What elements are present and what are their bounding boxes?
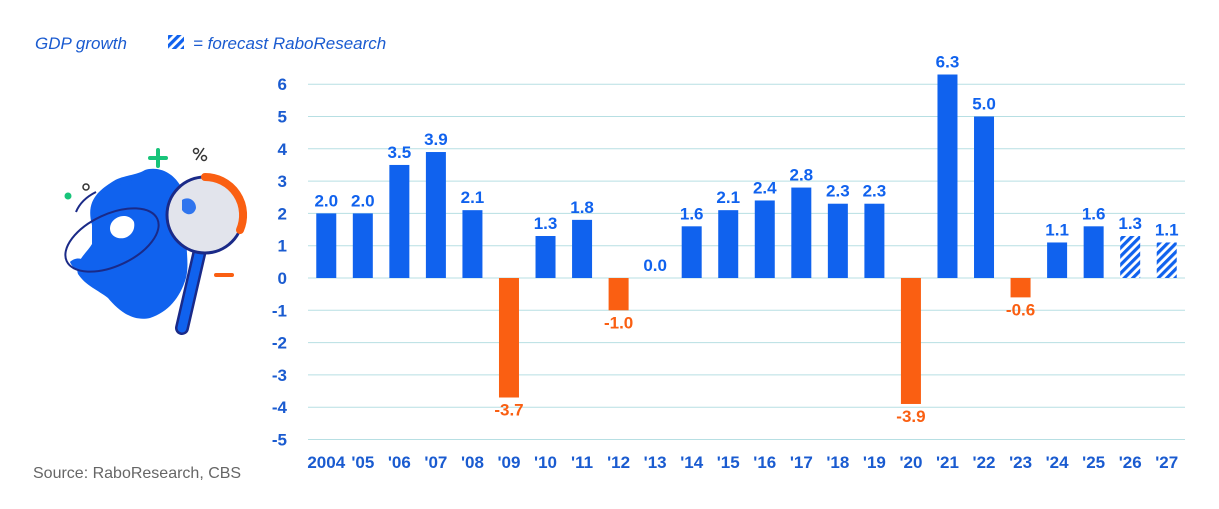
data-label: 2.1: [716, 188, 740, 207]
x-tick-label: '16: [753, 453, 776, 472]
data-label: 1.6: [680, 204, 704, 223]
bars: [316, 74, 1177, 404]
bar: [608, 278, 629, 311]
x-tick-label: '07: [424, 453, 447, 472]
bar: [827, 203, 848, 278]
legend-forecast-text: = forecast RaboResearch: [193, 34, 386, 53]
y-axis: 6 5 4 3 2 1 0 -1 -2 -3 -4 -5: [272, 75, 288, 449]
bar: [425, 152, 446, 278]
data-label: -3.7: [494, 401, 523, 420]
y-tick-label: -1: [272, 301, 287, 320]
bar: [681, 226, 702, 278]
y-tick-label: -4: [272, 398, 288, 417]
x-tick-label: '15: [717, 453, 740, 472]
y-tick-label: 3: [278, 172, 287, 191]
y-tick-label: -2: [272, 334, 287, 353]
data-label: 2.8: [789, 166, 813, 185]
data-label: 3.9: [424, 130, 448, 149]
bar: [462, 210, 483, 278]
bar: [1047, 242, 1068, 278]
x-tick-label: '25: [1082, 453, 1105, 472]
data-label: 1.1: [1155, 220, 1179, 239]
bar: [352, 213, 373, 278]
bar: [718, 210, 739, 278]
data-label: 1.3: [1118, 214, 1142, 233]
data-label: 6.3: [936, 53, 960, 72]
bar: [535, 236, 556, 278]
data-label: 0.0: [643, 256, 667, 275]
data-label: -3.9: [896, 407, 925, 426]
data-label: -0.6: [1006, 300, 1035, 319]
bar: [974, 116, 995, 278]
x-tick-label: '06: [388, 453, 411, 472]
x-tick-label: '10: [534, 453, 557, 472]
data-label: -1.0: [604, 313, 633, 332]
bar: [572, 219, 593, 278]
bar: [1083, 226, 1104, 278]
x-tick-label: '05: [351, 453, 374, 472]
x-tick-label: '17: [790, 453, 813, 472]
data-label: 1.8: [570, 198, 594, 217]
x-tick-label: '13: [644, 453, 667, 472]
y-tick-label: 5: [278, 108, 287, 127]
x-tick-label: '27: [1155, 453, 1178, 472]
x-tick-label: 2004: [307, 453, 345, 472]
data-label: 1.1: [1045, 220, 1069, 239]
bar: [1120, 236, 1141, 278]
bar: [1156, 242, 1177, 278]
y-tick-label: 4: [278, 140, 288, 159]
value-labels: 2.0 2.0 3.5 3.9 2.1 -3.7 1.3 1.8 -1.0 0.0 1.6 2.1 2.…: [314, 53, 1178, 426]
x-tick-label: '08: [461, 453, 484, 472]
forecast-swatch: [168, 35, 184, 49]
y-tick-label: -5: [272, 431, 287, 450]
x-tick-label: '24: [1046, 453, 1069, 472]
x-axis: 2004 '05 '06 '07 '08 '09 '10 '11 '12 '13 '14 '15 '16…: [307, 453, 1178, 472]
gridlines: [308, 83, 1185, 440]
x-tick-label: '23: [1009, 453, 1032, 472]
data-label: 2.3: [826, 182, 850, 201]
netherlands-map-magnifying-glass-icon: [64, 147, 248, 335]
data-label: 5.0: [972, 95, 996, 114]
x-tick-label: '21: [936, 453, 959, 472]
source-note: Source: RaboResearch, CBS: [33, 465, 241, 482]
bar: [498, 278, 519, 398]
x-tick-label: '22: [973, 453, 996, 472]
y-tick-label: 1: [278, 237, 287, 256]
data-label: 2.3: [863, 182, 887, 201]
data-label: 2.0: [351, 191, 375, 210]
bar: [791, 187, 812, 278]
y-tick-label: 6: [278, 75, 287, 94]
x-tick-label: '19: [863, 453, 886, 472]
x-tick-label: '20: [899, 453, 922, 472]
data-label: 2.1: [461, 188, 485, 207]
data-label: 2.4: [753, 178, 777, 197]
bar: [937, 74, 958, 278]
bar: [1010, 278, 1031, 298]
y-tick-label: -3: [272, 366, 287, 385]
data-label: 1.6: [1082, 204, 1106, 223]
x-tick-label: '09: [498, 453, 521, 472]
x-tick-label: '11: [571, 453, 593, 472]
legend-label: GDP growth: [35, 34, 127, 53]
bar: [316, 213, 337, 278]
data-label: 2.0: [314, 191, 338, 210]
data-label: 3.5: [388, 143, 412, 162]
y-tick-label: 0: [278, 269, 287, 288]
bar: [900, 278, 921, 404]
x-tick-label: '18: [826, 453, 849, 472]
data-label: 1.3: [534, 214, 558, 233]
bar: [389, 164, 410, 278]
bar: [754, 200, 775, 278]
bar: [864, 203, 885, 278]
y-tick-label: 2: [278, 204, 287, 223]
x-tick-label: '12: [607, 453, 630, 472]
x-tick-label: '26: [1119, 453, 1142, 472]
x-tick-label: '14: [680, 453, 703, 472]
